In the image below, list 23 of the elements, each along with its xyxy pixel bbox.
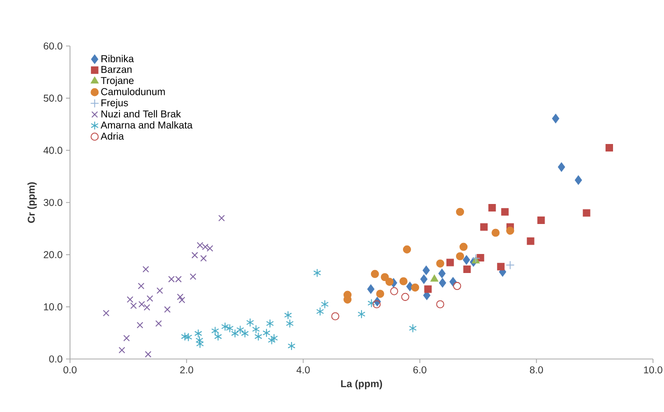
y-tick-label: 60.0 bbox=[44, 42, 62, 50]
y-tick-label: 0.0 bbox=[49, 355, 62, 363]
x-tick-label: 8.0 bbox=[530, 366, 543, 374]
legend-label: Nuzi and Tell Brak bbox=[101, 110, 181, 118]
legend-label: Frejus bbox=[101, 99, 128, 108]
y-axis-title: Cr (ppm) bbox=[27, 182, 37, 223]
y-tick-label: 40.0 bbox=[43, 146, 62, 154]
x-tick-label: 2.0 bbox=[180, 366, 194, 374]
x-tick-label: 10.0 bbox=[644, 366, 662, 374]
legend-label: Barzan bbox=[101, 66, 132, 73]
x-axis-title: La (ppm) bbox=[341, 380, 382, 390]
y-tick-label: 20.0 bbox=[44, 251, 62, 258]
legend-label: Amarna and Malkata bbox=[100, 121, 193, 129]
x-tick-label: 4.0 bbox=[296, 366, 310, 374]
x-tick-label: 6.0 bbox=[413, 366, 426, 374]
legend-label: Camulodunum bbox=[101, 88, 165, 96]
legend-label: Adria bbox=[100, 132, 124, 140]
y-tick-label: 30.0 bbox=[44, 198, 62, 206]
legend-label: Trojane bbox=[100, 76, 134, 86]
y-tick-label: 50.0 bbox=[44, 94, 62, 102]
y-tick-label: 10.0 bbox=[44, 303, 62, 310]
legend-label: Ribnika bbox=[101, 54, 134, 62]
x-tick-label: 0.0 bbox=[63, 366, 77, 374]
